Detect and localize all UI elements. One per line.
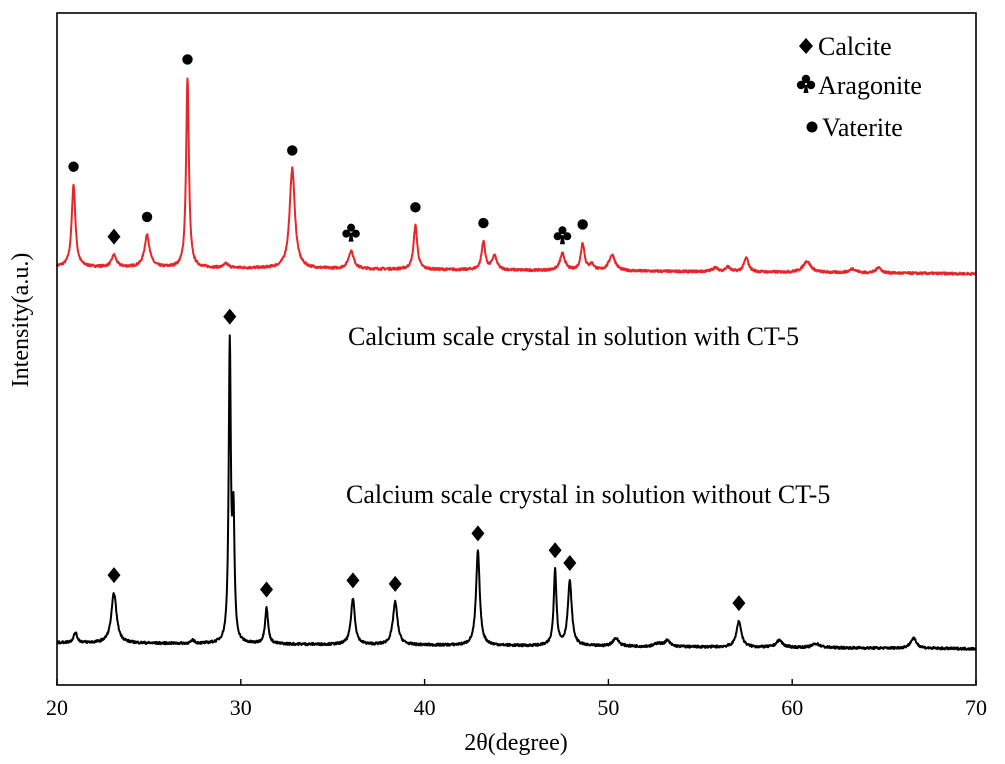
peak-markers bbox=[68, 54, 746, 612]
legend-diamond-icon bbox=[799, 38, 813, 54]
series-with-ct5-line bbox=[56, 77, 977, 276]
legend-item-vaterite: Vaterite bbox=[806, 113, 903, 142]
calcite-diamond-marker bbox=[223, 308, 237, 325]
series-without-ct5-line bbox=[56, 334, 977, 651]
legend-circle-icon bbox=[806, 121, 818, 133]
x-tick-label-50: 50 bbox=[597, 695, 619, 720]
calcite-diamond-marker bbox=[563, 555, 577, 572]
vaterite-circle-marker bbox=[577, 219, 588, 230]
calcite-diamond-marker bbox=[107, 567, 121, 584]
calcite-diamond-marker bbox=[346, 572, 360, 589]
vaterite-circle-marker bbox=[141, 211, 153, 223]
legend-label-vaterite: Vaterite bbox=[822, 113, 903, 142]
vaterite-circle-marker bbox=[287, 145, 298, 156]
vaterite-circle-marker bbox=[68, 161, 79, 172]
x-tick-label-60: 60 bbox=[781, 695, 803, 720]
aragonite-club-marker bbox=[342, 223, 360, 242]
legend: Calcite Aragonite Vaterite bbox=[796, 32, 922, 142]
series-label-without-ct5: Calcium scale crystal in solution withou… bbox=[346, 480, 830, 509]
calcite-diamond-marker bbox=[471, 525, 485, 542]
aragonite-club-marker bbox=[553, 226, 572, 245]
calcite-diamond-marker bbox=[107, 228, 121, 245]
legend-label-aragonite: Aragonite bbox=[818, 71, 922, 100]
vaterite-circle-marker bbox=[182, 54, 193, 65]
legend-club-icon bbox=[796, 74, 816, 93]
x-tick-label-30: 30 bbox=[230, 695, 252, 720]
calcite-diamond-marker bbox=[548, 542, 562, 559]
x-ticks: 20 30 40 50 60 70 bbox=[46, 679, 987, 720]
vaterite-circle-marker bbox=[478, 217, 489, 229]
vaterite-circle-marker bbox=[410, 202, 421, 213]
x-axis-title: 2θ(degree) bbox=[464, 730, 567, 756]
calcite-diamond-marker bbox=[732, 595, 746, 612]
series-label-with-ct5: Calcium scale crystal in solution with C… bbox=[348, 322, 799, 351]
plot-frame bbox=[56, 12, 977, 686]
series-layer bbox=[56, 77, 977, 651]
x-tick-label-20: 20 bbox=[46, 695, 68, 720]
calcite-diamond-marker bbox=[388, 575, 402, 592]
legend-label-calcite: Calcite bbox=[818, 32, 892, 61]
legend-item-aragonite: Aragonite bbox=[796, 71, 922, 100]
legend-item-calcite: Calcite bbox=[799, 32, 892, 61]
x-tick-label-40: 40 bbox=[414, 695, 436, 720]
x-tick-label-70: 70 bbox=[965, 695, 987, 720]
calcite-diamond-marker bbox=[260, 581, 274, 598]
y-axis-title: Intensity(a.u.) bbox=[8, 253, 34, 388]
